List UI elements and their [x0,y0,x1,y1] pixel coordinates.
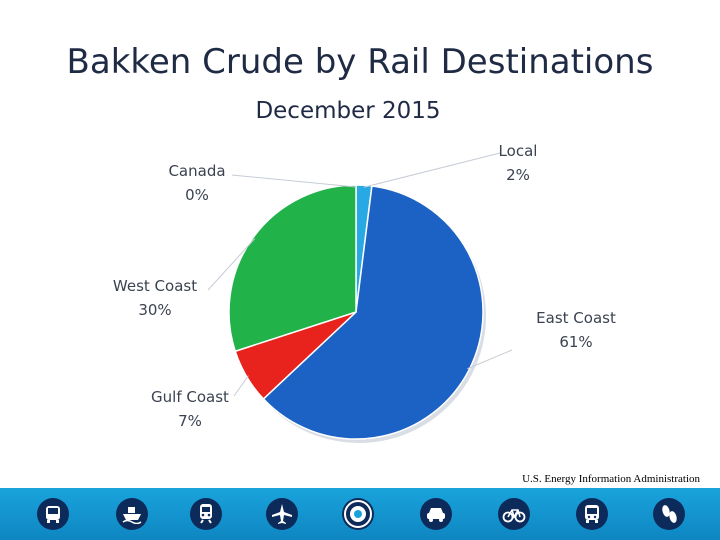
slice-label: Canada [168,162,225,180]
chart-title: Bakken Crude by Rail Destinations [66,42,654,82]
leader-line-gulf-coast [233,375,249,397]
transit-bus-icon [576,498,608,530]
train-icon [190,498,222,530]
slice-value-label: 7% [178,412,202,430]
leader-line-west-coast [207,238,256,291]
bicycle-icon [498,498,530,530]
bus-icon [37,498,69,530]
leader-line-canada [231,174,357,188]
airplane-icon [266,498,298,530]
slice-value-label: 61% [559,333,592,351]
leader-line-east-coast [467,349,513,370]
dot-seal-icon [342,498,374,530]
slice-value-label: 30% [138,301,171,319]
slice-label: Gulf Coast [151,388,229,406]
pie-slice-west-coast [228,184,357,353]
footer-icon-bar [0,488,720,540]
slice-value-label: 0% [185,186,209,204]
ship-icon [116,498,148,530]
source-credit: U.S. Energy Information Administration [522,473,700,485]
slice-label: Local [499,142,538,160]
slice-label: East Coast [536,309,616,327]
pie-chart: Local 2% East Coast 61% Gulf Coast 7% West Coa… [113,142,616,443]
slice-label: West Coast [113,277,197,295]
footsteps-icon [653,498,685,530]
leader-line-local [363,152,501,188]
car-icon [420,498,452,530]
slice-value-label: 2% [506,166,530,184]
chart-subtitle: December 2015 [255,98,441,124]
pie-slice-east-coast [262,185,484,440]
